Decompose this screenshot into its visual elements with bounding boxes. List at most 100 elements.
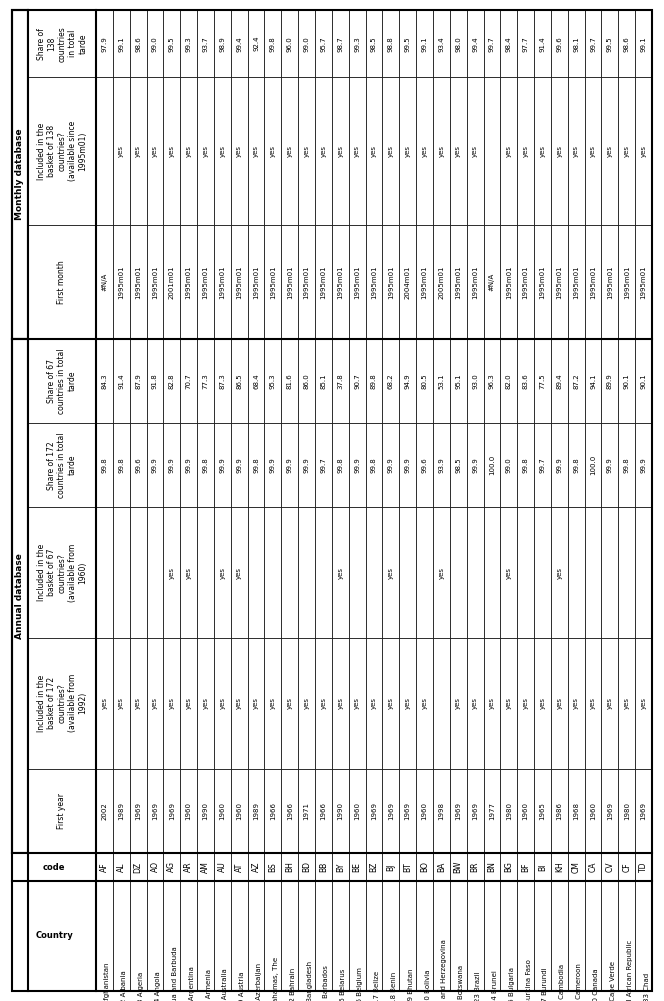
Text: 89.8: 89.8	[371, 373, 377, 388]
Bar	[214, 638, 231, 769]
Text: 22 Botswana: 22 Botswana	[458, 964, 464, 1001]
Bar	[399, 77, 416, 225]
Bar	[399, 423, 416, 508]
Bar	[568, 423, 584, 508]
Bar	[231, 881, 248, 991]
Bar	[501, 338, 517, 423]
Text: 19 Bhutan: 19 Bhutan	[408, 969, 414, 1001]
Bar	[298, 638, 315, 769]
Bar	[147, 881, 163, 991]
Bar	[517, 338, 534, 423]
Bar	[315, 77, 332, 225]
Text: 1995m01: 1995m01	[152, 265, 158, 298]
Text: 1995m01: 1995m01	[236, 265, 242, 298]
Bar	[382, 638, 399, 769]
Bar	[534, 638, 551, 769]
Bar	[147, 225, 163, 338]
Bar	[517, 769, 534, 853]
Bar	[113, 769, 129, 853]
Text: 87.2: 87.2	[573, 373, 579, 388]
Text: 99.9: 99.9	[169, 457, 175, 473]
Bar	[113, 423, 129, 508]
Bar	[12, 853, 96, 881]
Text: 98.7: 98.7	[337, 36, 343, 52]
Bar	[534, 769, 551, 853]
Text: yes: yes	[152, 698, 158, 710]
Bar	[602, 338, 618, 423]
Bar	[248, 853, 264, 881]
Text: yes: yes	[236, 567, 242, 579]
Bar	[113, 338, 129, 423]
Text: 91.4: 91.4	[539, 36, 546, 51]
Text: 93.0: 93.0	[472, 373, 478, 388]
Text: yes: yes	[456, 145, 461, 157]
Text: yes: yes	[236, 145, 242, 157]
Bar	[96, 10, 113, 77]
Bar	[248, 10, 264, 77]
Text: 99.9: 99.9	[354, 457, 360, 473]
Text: 1995m01: 1995m01	[321, 265, 327, 298]
Text: yes: yes	[539, 145, 546, 157]
Text: 100.0: 100.0	[590, 455, 596, 475]
Bar	[264, 77, 282, 225]
Text: 96.3: 96.3	[489, 373, 495, 388]
Text: 99.6: 99.6	[556, 36, 562, 52]
Bar	[433, 338, 450, 423]
Text: 1995m01: 1995m01	[371, 265, 377, 298]
Text: BE: BE	[353, 862, 362, 872]
Text: 1989: 1989	[118, 802, 124, 820]
Bar	[214, 10, 231, 77]
Text: yes: yes	[438, 145, 444, 157]
Text: 3 Algeria: 3 Algeria	[138, 971, 144, 1001]
Bar	[349, 225, 366, 338]
Text: 1995m01: 1995m01	[337, 265, 343, 298]
Text: yes: yes	[253, 698, 259, 710]
Text: 1995m01: 1995m01	[203, 265, 208, 298]
Text: 98.1: 98.1	[573, 36, 579, 52]
Text: 86.0: 86.0	[303, 373, 309, 388]
Bar	[416, 423, 433, 508]
Text: #N/A: #N/A	[102, 272, 108, 291]
Bar	[534, 881, 551, 991]
Bar	[147, 77, 163, 225]
Bar	[618, 853, 635, 881]
Text: yes: yes	[506, 567, 512, 579]
Bar	[129, 423, 147, 508]
Bar	[483, 423, 501, 508]
Text: yes: yes	[422, 698, 428, 710]
Bar	[602, 10, 618, 77]
Bar	[416, 853, 433, 881]
Text: yes: yes	[472, 145, 478, 157]
Text: 99.9: 99.9	[287, 457, 293, 473]
Text: 8 Australia: 8 Australia	[222, 968, 228, 1001]
Bar	[433, 508, 450, 638]
Bar	[96, 769, 113, 853]
Text: 2 Albania: 2 Albania	[122, 971, 127, 1001]
Text: yes: yes	[556, 698, 562, 710]
Bar	[568, 881, 584, 991]
Text: 99.3: 99.3	[354, 36, 360, 52]
Text: yes: yes	[135, 698, 141, 710]
Bar	[399, 881, 416, 991]
Bar	[264, 338, 282, 423]
Bar	[282, 638, 298, 769]
Bar	[584, 853, 602, 881]
Bar	[231, 769, 248, 853]
Bar	[450, 338, 467, 423]
Text: Included in the
basket of 138
countries?
(available since
1995m01): Included in the basket of 138 countries?…	[37, 121, 87, 181]
Text: 1995m01: 1995m01	[422, 265, 428, 298]
Text: 99.9: 99.9	[472, 457, 478, 473]
Bar	[618, 881, 635, 991]
Text: 1960: 1960	[354, 802, 360, 820]
Bar	[28, 508, 96, 638]
Bar	[416, 881, 433, 991]
Bar	[180, 423, 197, 508]
Bar	[366, 338, 382, 423]
Bar	[332, 225, 349, 338]
Bar	[197, 77, 214, 225]
Bar	[635, 638, 652, 769]
Bar	[399, 338, 416, 423]
Text: BN: BN	[487, 862, 497, 873]
Text: 1998: 1998	[438, 802, 444, 820]
Text: CA: CA	[588, 862, 598, 872]
